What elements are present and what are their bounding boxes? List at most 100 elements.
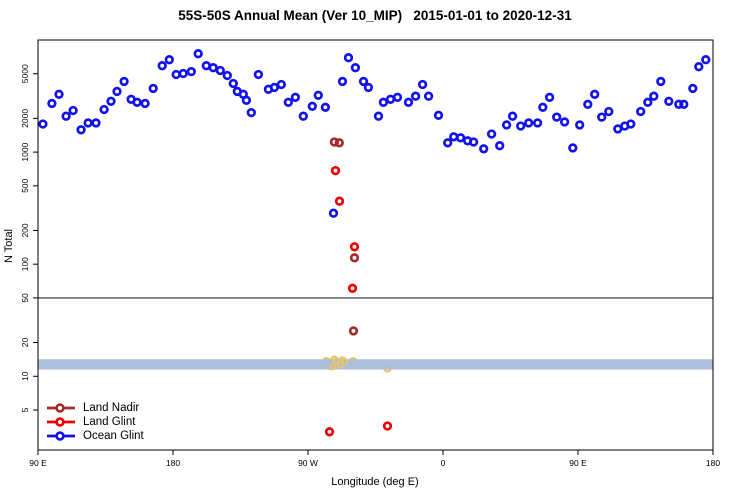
gold-point [332, 357, 340, 365]
legend-item-ocean-glint: Ocean Glint [46, 429, 144, 443]
data-point [559, 117, 570, 127]
data-point [313, 90, 323, 100]
data-point [186, 66, 196, 77]
data-point [106, 96, 116, 106]
gold-point [336, 361, 345, 369]
y-tick-label: 100 [20, 257, 30, 271]
legend-item-land-nadir: Land Nadir [46, 401, 144, 415]
data-point [324, 427, 335, 437]
data-point [76, 125, 86, 135]
reference-band [38, 355, 713, 373]
axes: 90 E 180 90 W 0 90 E 180 5 10 20 50 100 200 500 1000 2… [20, 64, 720, 468]
y-axis-title: N Total [3, 228, 15, 264]
x-tick-label: 90 W [298, 458, 318, 468]
data-point [91, 118, 101, 128]
data-point [552, 112, 562, 122]
data-point [385, 94, 396, 104]
data-point [119, 76, 129, 87]
ocean-glint-symbol-icon [47, 431, 75, 441]
x-axis-title: Longitude (deg E) [331, 476, 419, 488]
data-point [307, 101, 317, 111]
data-point [433, 110, 444, 120]
data-point [334, 138, 344, 148]
x-tick-label: 90 E [569, 458, 587, 468]
data-point [329, 137, 340, 147]
data-point [164, 55, 174, 65]
data-point [283, 97, 293, 107]
data-point [276, 79, 286, 90]
land-glint-symbol-icon [47, 417, 75, 427]
data-point [112, 86, 122, 97]
data-point [132, 97, 142, 107]
data-point [468, 137, 479, 147]
data-point [347, 283, 358, 293]
gold-point [340, 358, 349, 366]
x-tick-label: 180 [166, 458, 180, 468]
data-point [649, 91, 659, 101]
data-point [701, 55, 711, 65]
data-point [455, 133, 466, 143]
data-point [516, 121, 526, 131]
data-point [148, 83, 158, 94]
data-point [193, 49, 203, 59]
data-point [38, 119, 48, 129]
data-point [501, 120, 512, 130]
data-point [246, 107, 256, 118]
data-point [343, 53, 354, 63]
data-point [241, 95, 252, 105]
data-point [538, 102, 548, 112]
x-tick-label: 180 [706, 458, 720, 468]
data-point [410, 91, 421, 101]
data-point [694, 62, 704, 72]
y-tick-label: 10 [20, 371, 30, 381]
data-point [228, 78, 238, 89]
data-point [604, 106, 614, 117]
data-point [568, 143, 578, 153]
land-nadir-symbol-icon [47, 403, 75, 413]
data-point [524, 118, 534, 128]
data-point [507, 111, 518, 121]
data-point [403, 97, 414, 107]
data-points [38, 49, 711, 437]
data-point [222, 70, 232, 81]
data-point [349, 242, 360, 252]
legend-label: Land Glint [83, 416, 136, 428]
data-point [417, 79, 428, 90]
data-point [656, 76, 666, 87]
gold-point [328, 363, 337, 371]
y-tick-label: 5 [20, 407, 30, 412]
data-point [253, 69, 264, 80]
data-point [643, 97, 653, 107]
data-point [590, 89, 600, 99]
plot-border [37, 39, 714, 451]
y-tick-label: 1000 [20, 142, 30, 161]
y-tick-label: 2000 [20, 109, 30, 128]
legend-item-land-glint: Land Glint [46, 415, 144, 429]
y-tick-label: 20 [20, 338, 30, 348]
data-point [382, 421, 393, 431]
data-point [54, 89, 64, 99]
data-point [373, 111, 384, 121]
data-point [479, 144, 489, 154]
data-point [208, 63, 218, 73]
data-point [363, 82, 374, 93]
y-tick-label: 5000 [20, 64, 30, 83]
legend-label: Land Nadir [83, 402, 140, 414]
data-point [99, 104, 109, 115]
data-point [443, 138, 453, 148]
data-point [358, 76, 369, 87]
data-point [215, 65, 225, 76]
data-point [350, 63, 361, 73]
data-point [423, 91, 434, 101]
y-tick-label: 50 [20, 293, 30, 303]
data-point [583, 99, 593, 109]
data-point [664, 96, 674, 106]
data-point [171, 69, 181, 80]
data-point [334, 196, 345, 206]
data-point [613, 124, 623, 134]
data-point [575, 120, 585, 130]
data-point [157, 61, 167, 71]
data-point [61, 111, 71, 121]
